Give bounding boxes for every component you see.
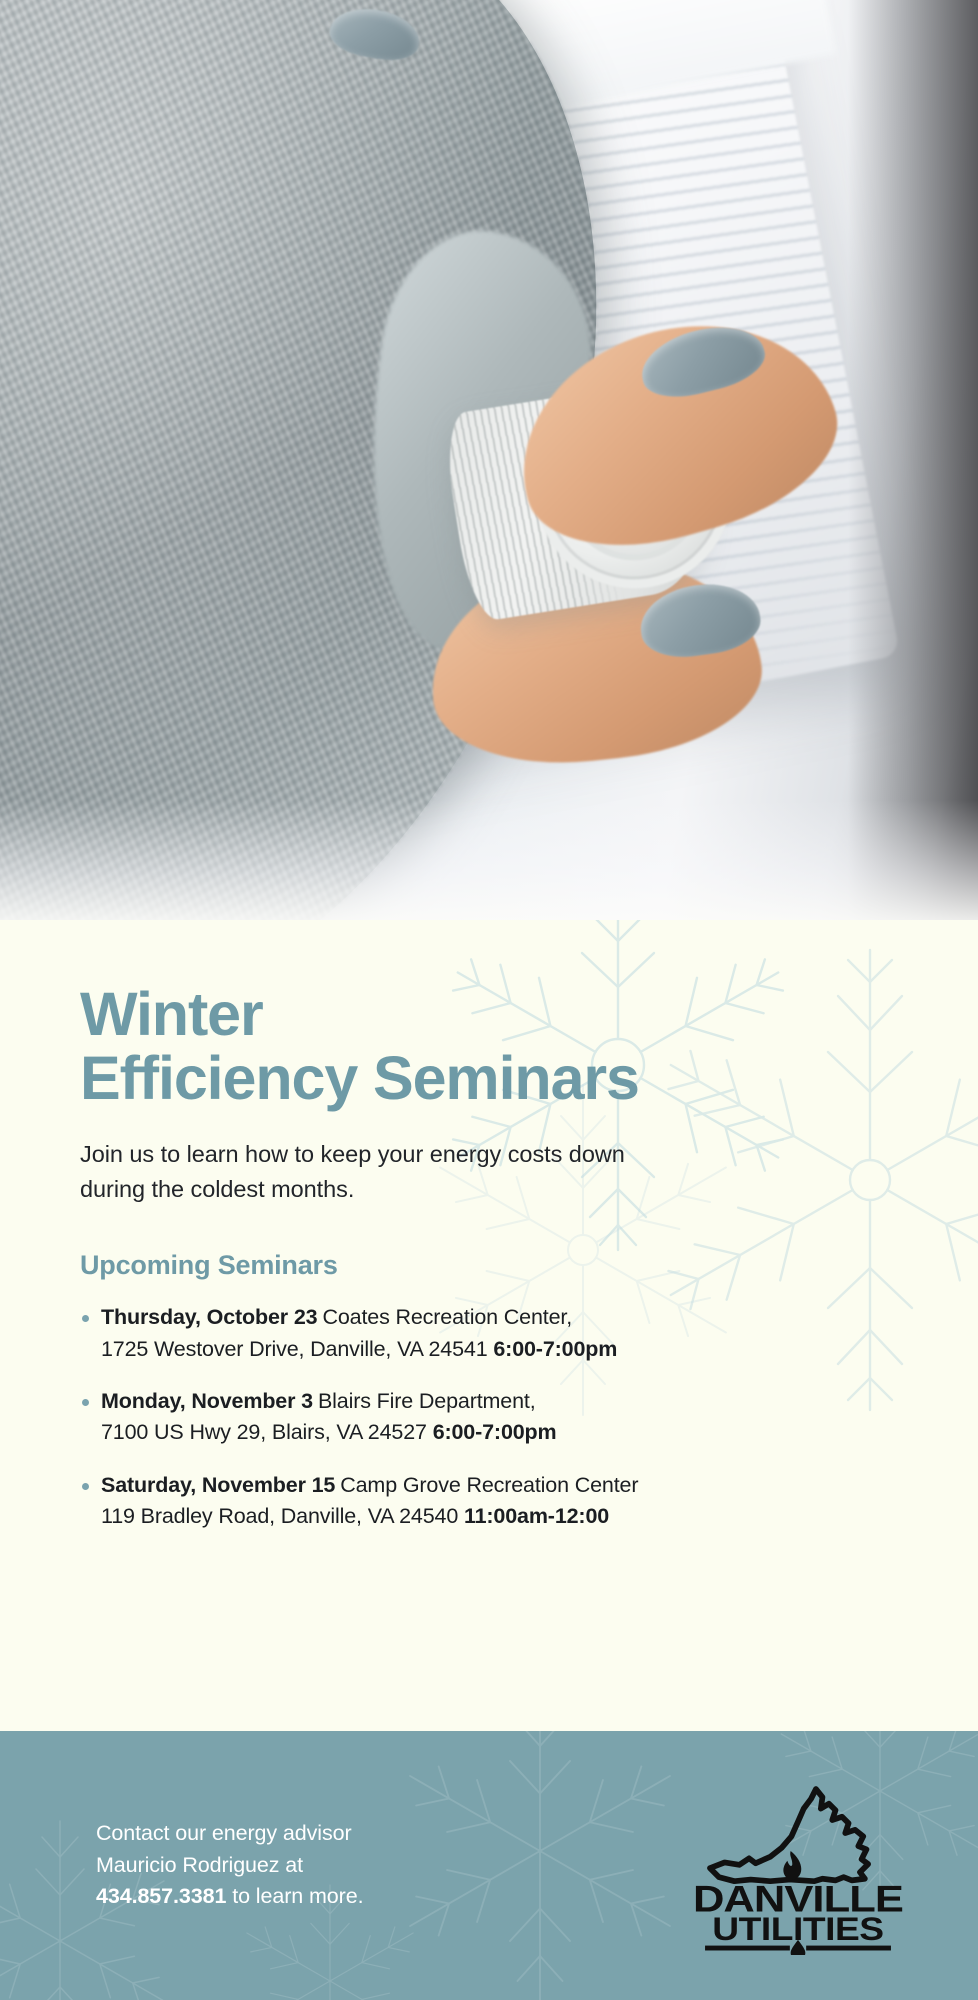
seminar-date: Monday, November 3	[101, 1388, 313, 1413]
content-panel: Winter Efficiency Seminars Join us to le…	[0, 920, 978, 1731]
phone-number[interactable]: 434.857.3381	[96, 1884, 227, 1909]
seminar-address: 119 Bradley Road, Danville, VA 24540	[101, 1504, 459, 1528]
footer-bar: Contact our energy advisor Mauricio Rodr…	[0, 1731, 978, 2000]
contact-line-3: 434.857.3381 to learn more.	[96, 1881, 364, 1913]
title-line-2: Efficiency Seminars	[80, 1044, 640, 1113]
seminar-line-1: Monday, November 3 Blairs Fire Department…	[101, 1386, 916, 1417]
title-line-1: Winter	[80, 980, 264, 1048]
seminar-venue: Coates Recreation Center,	[322, 1305, 573, 1330]
seminar-date: Thursday, October 23	[101, 1305, 318, 1330]
seminar-line-2: 1725 Westover Drive, Danville, VA 24541 …	[101, 1334, 916, 1365]
page-title: Winter Efficiency Seminars	[80, 982, 916, 1111]
seminar-date: Saturday, November 15	[101, 1472, 336, 1497]
section-heading-upcoming-seminars: Upcoming Seminars	[80, 1250, 338, 1281]
seminar-list: Thursday, October 23 Coates Recreation Ce…	[80, 1302, 916, 1532]
contact-line-3-rest: to learn more.	[226, 1884, 364, 1909]
seminar-line-2: 119 Bradley Road, Danville, VA 24540 11:…	[101, 1501, 916, 1532]
logo-rule-left	[705, 1945, 790, 1951]
seminar-time: 6:00-7:00pm	[432, 1420, 557, 1445]
flame-icon	[783, 1850, 802, 1881]
seminar-time: 11:00am-12:00	[463, 1504, 610, 1528]
footer-inner: Contact our energy advisor Mauricio Rodr…	[0, 1731, 978, 2000]
page-subtitle: Join us to learn how to keep your energy…	[80, 1137, 730, 1208]
list-item: Thursday, October 23 Coates Recreation Ce…	[80, 1302, 916, 1365]
hero-photo	[0, 0, 978, 920]
contact-line-1: Contact our energy advisor	[96, 1821, 352, 1846]
list-item: Saturday, November 15 Camp Grove Recreati…	[80, 1470, 916, 1533]
seminar-address: 1725 Westover Drive, Danville, VA 24541	[101, 1336, 488, 1361]
seminar-line-1: Saturday, November 15 Camp Grove Recreati…	[101, 1470, 916, 1501]
seminar-time: 6:00-7:00pm	[493, 1336, 618, 1361]
danville-utilities-logo: DANVILLE UTILITIES	[693, 1786, 904, 1956]
content-inner: Winter Efficiency Seminars Join us to le…	[0, 920, 978, 1532]
subtitle-line-1: Join us to learn how to keep your energy…	[80, 1140, 625, 1167]
seminar-venue: Camp Grove Recreation Center	[340, 1472, 639, 1497]
water-drop-icon	[790, 1939, 806, 1956]
subtitle-line-2: during the coldest months.	[80, 1176, 355, 1203]
seminar-address: 7100 US Hwy 29, Blairs, VA 24527	[101, 1420, 427, 1445]
list-item: Monday, November 3 Blairs Fire Department…	[80, 1386, 916, 1449]
contact-line-2: Mauricio Rodriguez at	[96, 1852, 304, 1877]
contact-block: Contact our energy advisor Mauricio Rodr…	[96, 1818, 364, 1913]
photo-bottom-fade	[0, 800, 978, 920]
logo-rule-right	[806, 1945, 891, 1951]
seminar-line-1: Thursday, October 23 Coates Recreation Ce…	[101, 1302, 916, 1333]
wall-shadow-edge	[848, 0, 978, 920]
seminar-line-2: 7100 US Hwy 29, Blairs, VA 24527 6:00-7:…	[101, 1417, 916, 1448]
seminar-venue: Blairs Fire Department,	[317, 1388, 536, 1413]
